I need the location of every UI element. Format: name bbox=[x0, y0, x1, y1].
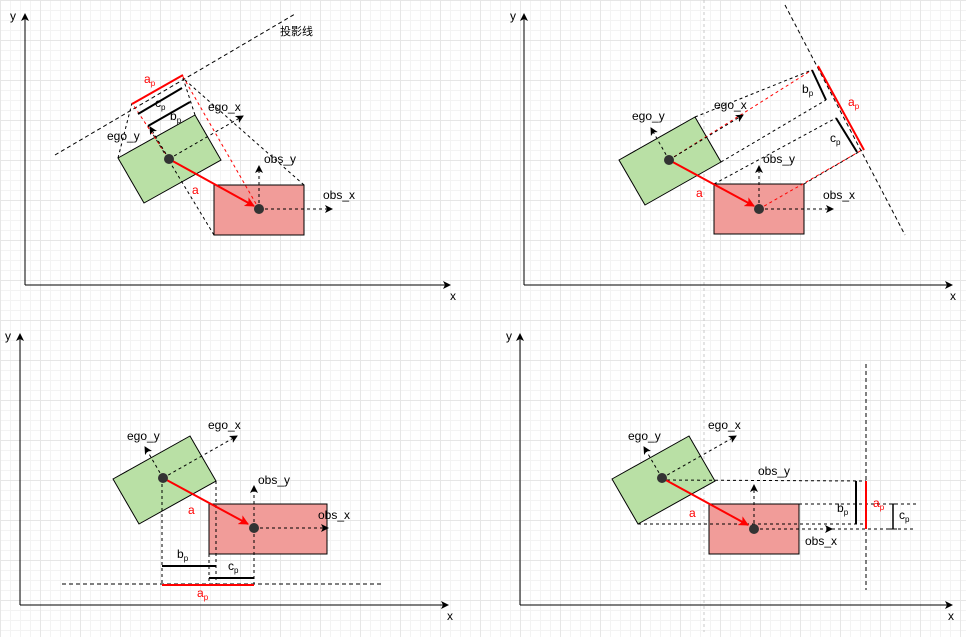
a-p-label: ap bbox=[197, 586, 209, 602]
panel-top-left: y x 投影线 ap cp bp ego_x ego_y obs_x obs_y bbox=[10, 9, 456, 303]
panel-bottom-left: y x bp cp ap ego_x ego_y obs_x obs_y a bbox=[5, 329, 453, 623]
ego-x-label: ego_x bbox=[208, 418, 241, 432]
vector-a-label: a bbox=[689, 506, 696, 520]
proj-connector bbox=[694, 69, 813, 118]
ego-x-axis bbox=[162, 435, 238, 479]
obs-x-label: obs_x bbox=[323, 188, 355, 202]
obs-x-label: obs_x bbox=[318, 508, 350, 522]
b-p-label: bp bbox=[802, 82, 814, 98]
vector-a-label: a bbox=[696, 186, 703, 200]
ego-center-point bbox=[664, 155, 674, 165]
obs-x-label: obs_x bbox=[823, 188, 855, 202]
y-axis-label: y bbox=[5, 329, 11, 343]
b-p-label: bp bbox=[837, 501, 849, 517]
c-p-label: cp bbox=[228, 559, 239, 575]
vector-a-label: a bbox=[188, 503, 195, 517]
vector-a bbox=[661, 477, 749, 526]
ego-y-label: ego_y bbox=[127, 429, 160, 443]
b-p-label: bp bbox=[177, 547, 189, 563]
ego-center-point bbox=[164, 154, 174, 164]
obstacle-center-point bbox=[749, 524, 759, 534]
b-p-label: bp bbox=[170, 109, 182, 125]
y-axis-label: y bbox=[10, 9, 16, 23]
x-axis-label: x bbox=[950, 289, 956, 303]
panel-top-right: y x bp ap cp ego_x ego_y obs_x obs_y bbox=[510, 4, 956, 303]
ego-y-axis bbox=[650, 127, 670, 161]
y-axis-label: y bbox=[510, 9, 516, 23]
b-p-segment bbox=[147, 101, 191, 127]
projection-line bbox=[54, 13, 296, 156]
proj-connector-red bbox=[181, 74, 260, 210]
x-axis-label: x bbox=[450, 289, 456, 303]
ego-y-axis bbox=[149, 126, 170, 160]
obs-y-label: obs_y bbox=[758, 464, 790, 478]
obstacle-center-point bbox=[254, 204, 264, 214]
ego-x-axis bbox=[661, 435, 737, 479]
c-p-segment bbox=[835, 117, 858, 153]
ego-y-label: ego_y bbox=[107, 129, 140, 143]
obstacle-box bbox=[208, 503, 328, 555]
ego-x-axis bbox=[168, 115, 244, 160]
obstacle-center-point bbox=[754, 204, 764, 214]
c-p-segment bbox=[137, 87, 183, 115]
projection-line-label: 投影线 bbox=[280, 24, 313, 38]
a-p-segment bbox=[817, 65, 865, 151]
proj-connector bbox=[720, 99, 827, 163]
c-p-label: cp bbox=[830, 131, 841, 147]
a-p-segment bbox=[131, 74, 184, 105]
proj-connector bbox=[803, 149, 863, 185]
a-p-label: ap bbox=[848, 95, 860, 111]
a-p-label: ap bbox=[144, 72, 156, 88]
x-axis-label: x bbox=[447, 609, 453, 623]
proj-connector-red bbox=[758, 149, 863, 210]
proj-connector bbox=[713, 117, 837, 185]
ego-x-axis bbox=[668, 114, 744, 161]
y-axis-label: y bbox=[506, 329, 512, 343]
obstacle-center-point bbox=[249, 523, 259, 533]
ego-y-label: ego_y bbox=[628, 429, 661, 443]
proj-connector bbox=[660, 479, 867, 482]
vector-a bbox=[668, 159, 755, 207]
proj-connector-red bbox=[131, 102, 170, 160]
b-p-segment bbox=[811, 69, 827, 101]
projection-line bbox=[784, 4, 906, 236]
obs-y-label: obs_y bbox=[763, 152, 795, 166]
x-axis-label: x bbox=[948, 609, 954, 623]
ego-center-point bbox=[657, 473, 667, 483]
c-p-label: cp bbox=[155, 96, 166, 112]
ego-x-label: ego_x bbox=[714, 98, 747, 112]
ego-y-label: ego_y bbox=[632, 109, 665, 123]
obs-y-label: obs_y bbox=[258, 473, 290, 487]
obs-y-label: obs_y bbox=[264, 152, 296, 166]
proj-connector bbox=[181, 74, 196, 116]
obs-x-label: obs_x bbox=[805, 534, 837, 548]
a-p-label: ap bbox=[873, 496, 885, 512]
ego-x-label: ego_x bbox=[708, 418, 741, 432]
vector-a bbox=[168, 158, 255, 207]
proj-connector bbox=[184, 79, 305, 186]
ego-x-label: ego_x bbox=[208, 100, 241, 114]
vector-a-label: a bbox=[192, 183, 199, 197]
c-p-label: cp bbox=[899, 508, 910, 524]
vector-a bbox=[162, 477, 249, 525]
panel-bottom-right: y x bp ap cp ego_x ego_y obs_x obs_y bbox=[506, 329, 954, 623]
ego-center-point bbox=[158, 473, 168, 483]
